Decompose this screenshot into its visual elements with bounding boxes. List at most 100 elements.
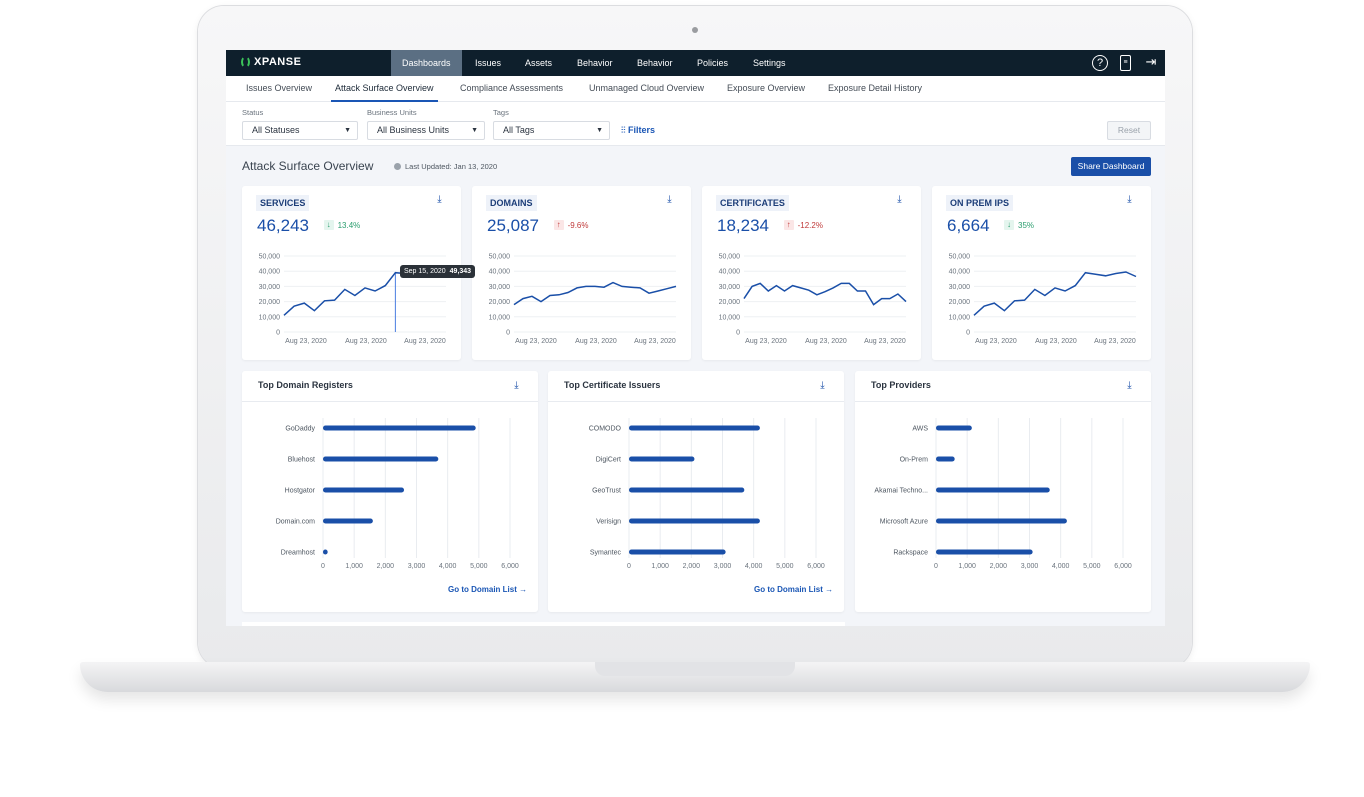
x-tick-label: 2,000 <box>990 563 1008 570</box>
x-tick-label: 4,000 <box>439 563 457 570</box>
go-to-domain-list-link[interactable]: Go to Domain List → <box>754 585 834 594</box>
nav-dashboards[interactable]: Dashboards <box>391 50 462 76</box>
x-tick-label: 6,000 <box>501 563 519 570</box>
bar[interactable] <box>936 456 955 462</box>
logout-icon[interactable]: ⇥ <box>1145 54 1157 69</box>
kpi-delta-value: -9.6% <box>567 220 589 230</box>
share-dashboard-button[interactable]: Share Dashboard <box>1071 157 1151 176</box>
status-select[interactable]: All Statuses ▼ <box>242 121 358 140</box>
kpi-value: 46,243 <box>257 216 309 235</box>
nav-policies[interactable]: Policies <box>697 58 729 68</box>
go-to-domain-list-link[interactable]: Go to Domain List → <box>448 585 528 594</box>
y-tick-label: 40,000 <box>719 269 741 276</box>
brand-name: XPANSE <box>254 56 302 68</box>
arrow-up-icon: ↑ <box>553 220 564 230</box>
download-icon[interactable]: ⤓ <box>820 380 825 391</box>
nav-behavior[interactable]: Behavior <box>577 58 613 68</box>
kpi-card-on-prem-ips: ON PREM IPS ⤓ 6,664 ↓ 35% 0 10,000 20,000 30,000… <box>932 186 1151 360</box>
x-tick-label: 6,000 <box>807 563 825 570</box>
status-label: Status <box>242 108 264 117</box>
download-icon[interactable]: ⤓ <box>897 194 902 205</box>
y-tick-label: 0 <box>966 330 970 337</box>
tab-unmanaged-cloud-overview[interactable]: Unmanaged Cloud Overview <box>589 83 705 93</box>
card-header: Top Certificate Issuers ⤓ <box>548 371 844 402</box>
category-label: Bluehost <box>288 457 315 464</box>
bar[interactable] <box>629 549 726 555</box>
tab-exposure-detail-history[interactable]: Exposure Detail History <box>828 83 923 93</box>
bar[interactable] <box>323 518 373 524</box>
bar-chart: 0 1,000 2,000 3,000 4,000 5,000 6,000 COMODO Dig… <box>589 418 825 570</box>
x-tick-label: Aug 23, 2020 <box>805 338 847 345</box>
bar[interactable] <box>323 425 476 431</box>
bar[interactable] <box>323 487 405 493</box>
bar[interactable] <box>629 425 760 431</box>
bar[interactable] <box>629 518 760 524</box>
dashboard-tabs: Issues Overview Attack Surface Overview … <box>226 76 1165 102</box>
x-tick-label: 5,000 <box>470 563 488 570</box>
kpi-delta-value: 35% <box>1018 220 1035 230</box>
kpi-title: ON PREM IPS <box>946 195 1014 211</box>
brand-logo[interactable]: XPANSE <box>241 56 301 68</box>
tab-exposure-overview[interactable]: Exposure Overview <box>727 83 806 93</box>
x-tick-label: 5,000 <box>1083 563 1101 570</box>
bar-chart: 0 1,000 2,000 3,000 4,000 5,000 6,000 GoDaddy Bl… <box>276 418 519 570</box>
help-circle-icon[interactable]: ? <box>1092 55 1108 71</box>
category-label: Microsoft Azure <box>880 519 928 526</box>
page-title: Attack Surface Overview <box>242 159 374 173</box>
chevron-down-icon: ▼ <box>344 127 351 134</box>
business-units-label: Business Units <box>367 108 417 117</box>
tab-compliance-assessments[interactable]: Compliance Assessments <box>460 83 564 93</box>
bar[interactable] <box>936 549 1033 555</box>
bar[interactable] <box>936 425 972 431</box>
download-icon[interactable]: ⤓ <box>1127 194 1132 205</box>
chevron-down-icon: ▼ <box>471 127 478 134</box>
category-label: Verisign <box>596 519 621 526</box>
x-tick-label: 2,000 <box>377 563 395 570</box>
reset-button[interactable]: Reset <box>1107 121 1151 140</box>
nav-issues[interactable]: Issues <box>475 58 502 68</box>
card-title: Top Certificate Issuers <box>564 380 661 390</box>
category-label: Dreamhost <box>281 550 315 557</box>
x-tick-label: Aug 23, 2020 <box>285 338 327 345</box>
bar[interactable] <box>629 456 695 462</box>
y-tick-label: 40,000 <box>949 269 971 276</box>
bar[interactable] <box>936 487 1050 493</box>
screen: XPANSE Dashboards Issues Assets Behavior… <box>226 50 1165 626</box>
bar[interactable] <box>323 549 328 555</box>
business-units-select[interactable]: All Business Units ▼ <box>367 121 485 140</box>
download-icon[interactable]: ⤓ <box>514 380 519 391</box>
card-title: Top Domain Registers <box>258 380 353 390</box>
kpi-title: SERVICES <box>256 195 310 211</box>
download-icon[interactable]: ⤓ <box>1127 380 1132 391</box>
bar-card-top-providers: Top Providers ⤓ 0 1,000 2,000 3,000 4,000 5,000… <box>855 371 1151 612</box>
y-tick-label: 50,000 <box>259 254 281 261</box>
x-tick-label: Aug 23, 2020 <box>1094 338 1136 345</box>
kpi-title: DOMAINS <box>486 195 537 211</box>
nav-assets[interactable]: Assets <box>525 58 553 68</box>
tags-select[interactable]: All Tags ▼ <box>493 121 610 140</box>
bar[interactable] <box>936 518 1067 524</box>
bar[interactable] <box>323 456 439 462</box>
x-tick-label: 4,000 <box>745 563 763 570</box>
y-tick-label: 40,000 <box>259 269 281 276</box>
filters-button[interactable]: ⫶⫶ Filters <box>621 125 655 136</box>
category-label: GeoTrust <box>592 488 621 495</box>
bar[interactable] <box>629 487 745 493</box>
document-icon[interactable]: ≡ <box>1120 55 1131 71</box>
tab-issues-overview[interactable]: Issues Overview <box>246 83 313 93</box>
y-tick-label: 50,000 <box>489 254 511 261</box>
category-label: GoDaddy <box>285 426 315 433</box>
line-chart: 0 10,000 20,000 30,000 40,000 50,000 Aug 23, 2… <box>259 254 446 345</box>
nav-settings[interactable]: Settings <box>753 58 786 68</box>
kpi-delta: ↓ 13.4% <box>323 220 360 230</box>
category-label: COMODO <box>589 426 622 433</box>
y-tick-label: 10,000 <box>259 314 281 321</box>
kpi-delta: ↑ -12.2% <box>783 220 823 230</box>
tab-attack-surface-overview[interactable]: Attack Surface Overview <box>331 76 438 102</box>
business-units-value: All Business Units <box>377 125 450 135</box>
status-value: All Statuses <box>252 125 300 135</box>
category-label: Hostgator <box>285 488 316 495</box>
download-icon[interactable]: ⤓ <box>667 194 672 205</box>
download-icon[interactable]: ⤓ <box>437 194 442 205</box>
nav-behavior-2[interactable]: Behavior <box>637 58 673 68</box>
